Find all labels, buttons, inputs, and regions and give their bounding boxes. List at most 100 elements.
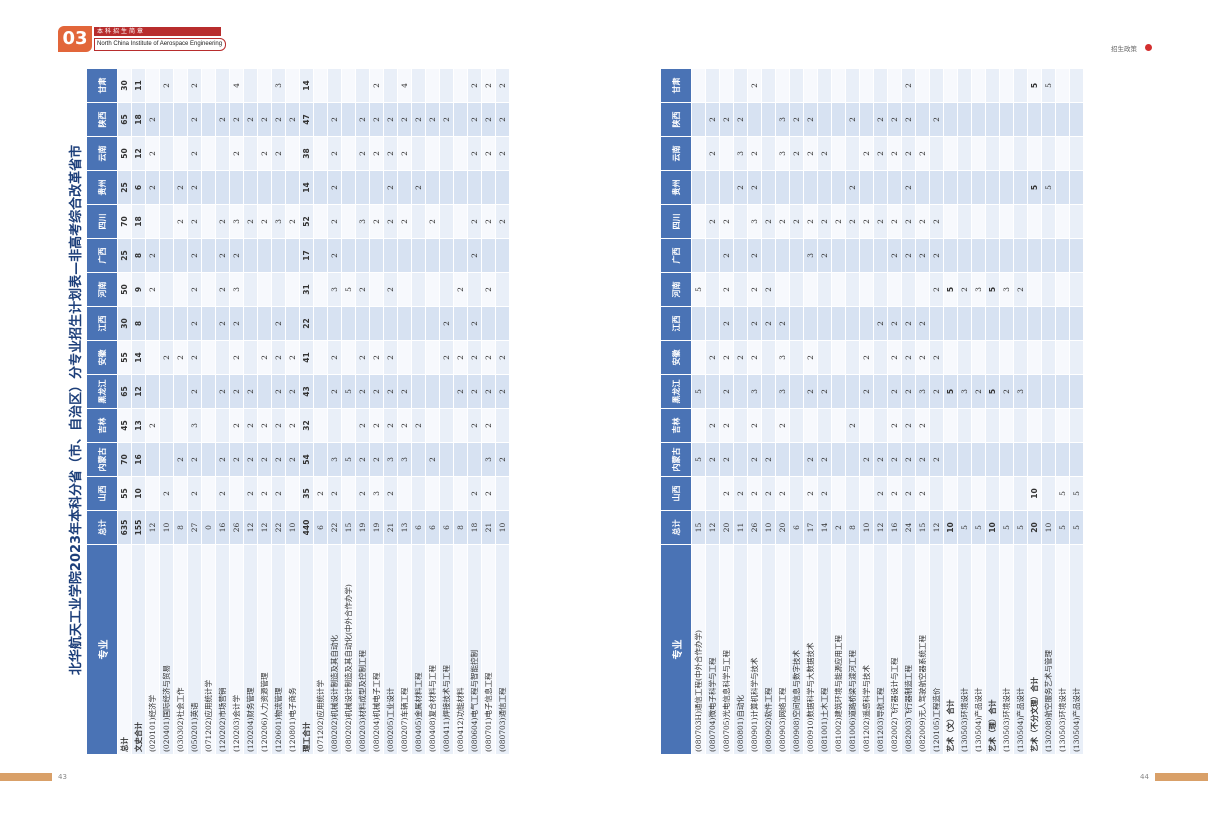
quota-cell: 2: [243, 442, 258, 477]
quota-cell: [215, 340, 230, 375]
quota-cell: 2: [495, 102, 510, 137]
quota-cell: [831, 170, 846, 205]
quota-cell: 2: [187, 238, 202, 273]
quota-cell: 2: [369, 136, 384, 171]
quota-cell: [411, 272, 426, 307]
major-name-cell: (120105)工程造价: [929, 544, 944, 755]
column-header: 陕西: [86, 102, 118, 137]
quota-cell: 2: [313, 476, 328, 511]
quota-cell: 2: [705, 408, 720, 443]
quota-cell: [817, 340, 832, 375]
quota-cell: 2: [803, 374, 818, 409]
quota-cell: [1069, 204, 1084, 239]
quota-cell: [705, 68, 720, 103]
quota-cell: 2: [733, 170, 748, 205]
quota-cell: [1069, 408, 1084, 443]
quota-cell: 32: [299, 408, 314, 443]
quota-cell: 2: [719, 476, 734, 511]
quota-cell: 2: [803, 442, 818, 477]
major-name-cell: 理工合计: [299, 544, 314, 755]
quota-cell: 2: [859, 374, 874, 409]
quota-cell: [817, 408, 832, 443]
quota-cell: [957, 340, 972, 375]
quota-cell: [1027, 374, 1042, 409]
quota-cell: 3: [915, 374, 930, 409]
quota-cell: [929, 170, 944, 205]
table-row: (081203)导航工程 12 2 2 2 2 2 2: [873, 68, 888, 755]
quota-cell: [873, 340, 888, 375]
quota-cell: 2: [411, 102, 426, 137]
quota-cell: 54: [299, 442, 314, 477]
quota-cell: 2: [831, 204, 846, 239]
quota-cell: 2: [257, 204, 272, 239]
major-name-cell: (081001)土木工程: [817, 544, 832, 755]
quota-cell: [495, 170, 510, 205]
quota-cell: [341, 136, 356, 171]
table-row: (020101)经济学 12 2 2 2 2 2 2: [145, 68, 160, 755]
quota-cell: [145, 204, 160, 239]
quota-cell: [929, 408, 944, 443]
quota-cell: [243, 272, 258, 307]
quota-cell: [1041, 272, 1056, 307]
quota-cell: [201, 136, 216, 171]
quota-cell: 2: [383, 136, 398, 171]
quota-cell: [831, 68, 846, 103]
quota-cell: 2: [873, 102, 888, 137]
quota-cell: 2: [271, 306, 286, 341]
quota-cell: 2: [901, 340, 916, 375]
quota-cell: 2: [915, 408, 930, 443]
quota-cell: [971, 306, 986, 341]
quota-cell: 2: [355, 374, 370, 409]
quota-cell: 2: [929, 272, 944, 307]
quota-cell: 6: [439, 510, 454, 545]
quota-cell: 2: [453, 374, 468, 409]
quota-cell: [1027, 306, 1042, 341]
table-row: (081202)遥感科学与技术 10 2 2 2 2 2: [859, 68, 874, 755]
quota-cell: 2: [369, 340, 384, 375]
quota-cell: [285, 136, 300, 171]
quota-cell: [831, 238, 846, 273]
major-name-cell: (120203)会计学: [229, 544, 244, 755]
quota-cell: 2: [243, 374, 258, 409]
quota-cell: 10: [131, 476, 146, 511]
column-header: 吉林: [660, 408, 692, 443]
quota-cell: [859, 68, 874, 103]
quota-cell: 635: [117, 510, 132, 545]
quota-cell: 2: [467, 374, 482, 409]
quota-cell: [327, 68, 342, 103]
quota-cell: [957, 476, 972, 511]
quota-cell: 2: [817, 442, 832, 477]
quota-cell: [285, 68, 300, 103]
quota-cell: 12: [145, 510, 160, 545]
table-row: (080703)通信工程 10 2 2 2 2 2 2 2: [495, 68, 510, 755]
quota-cell: [243, 340, 258, 375]
quota-cell: 3: [229, 204, 244, 239]
quota-cell: 15: [341, 510, 356, 545]
quota-cell: [397, 272, 412, 307]
quota-cell: [481, 306, 496, 341]
quota-cell: 2: [187, 68, 202, 103]
major-name-cell: (130503)环境设计: [999, 544, 1014, 755]
quota-cell: [439, 204, 454, 239]
quota-cell: [957, 408, 972, 443]
quota-cell: [761, 102, 776, 137]
quota-cell: 155: [131, 510, 146, 545]
quota-cell: [201, 68, 216, 103]
quota-cell: 2: [705, 136, 720, 171]
major-name-cell: (130504)产品设计: [1069, 544, 1084, 755]
quota-cell: [901, 272, 916, 307]
major-name-cell: (080908)空间信息与数字技术: [789, 544, 804, 755]
major-name-cell: (082009)无人驾驶航空器系统工程: [915, 544, 930, 755]
quota-cell: [1041, 102, 1056, 137]
quota-cell: 2: [467, 68, 482, 103]
quota-cell: 2: [145, 136, 160, 171]
quota-cell: [943, 170, 958, 205]
quota-cell: 6: [131, 170, 146, 205]
quota-cell: [943, 238, 958, 273]
quota-cell: [845, 272, 860, 307]
quota-cell: 65: [117, 374, 132, 409]
quota-cell: 3: [957, 374, 972, 409]
quota-cell: 2: [215, 238, 230, 273]
quota-cell: [201, 408, 216, 443]
quota-cell: 2: [229, 340, 244, 375]
